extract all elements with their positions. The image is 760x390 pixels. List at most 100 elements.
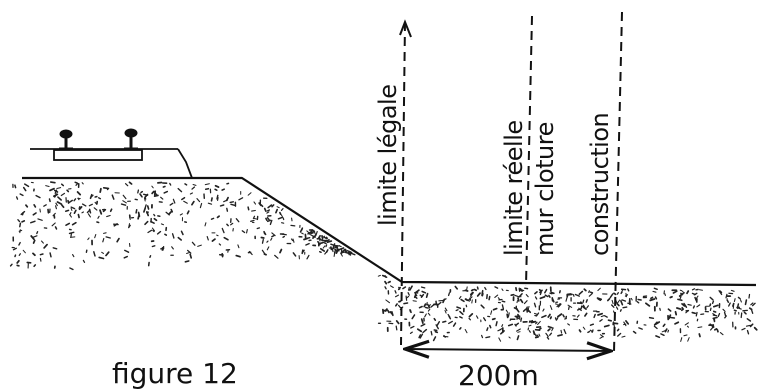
- soil-speck: [101, 251, 105, 254]
- soil-speck: [407, 292, 410, 296]
- soil-speck: [88, 208, 92, 214]
- soil-speck: [737, 296, 741, 300]
- soil-speck: [712, 314, 718, 317]
- soil-speck: [394, 290, 397, 294]
- soil-speck: [612, 321, 615, 326]
- soil-speck: [253, 201, 257, 205]
- soil-speck: [655, 335, 661, 339]
- soil-speck: [541, 314, 547, 319]
- soil-speck: [32, 212, 37, 216]
- soil-speck: [265, 217, 268, 222]
- soil-speck: [53, 189, 59, 193]
- soil-speck: [164, 233, 168, 236]
- soil-speck: [549, 332, 553, 336]
- soil-speck: [238, 197, 244, 201]
- soil-speck: [557, 334, 563, 337]
- soil-speck: [271, 234, 275, 238]
- soil-speck: [470, 288, 474, 292]
- soil-speck: [433, 317, 437, 322]
- soil-speck: [351, 252, 356, 256]
- soil-speck: [652, 290, 657, 293]
- soil-speck: [611, 299, 614, 305]
- soil-speck: [99, 209, 103, 215]
- soil-speck: [695, 311, 698, 317]
- soil-speck: [516, 335, 520, 341]
- soil-speck: [724, 315, 727, 319]
- soil-speck: [168, 211, 172, 215]
- soil-speck: [533, 331, 537, 337]
- soil-speck: [57, 196, 62, 201]
- soil-speck: [216, 194, 219, 200]
- soil-speck: [692, 305, 696, 309]
- soil-speck: [280, 207, 284, 212]
- soil-speck: [330, 243, 336, 247]
- soil-speck: [266, 211, 270, 214]
- soil-speck: [667, 308, 672, 312]
- railway-track: [30, 128, 193, 179]
- soil-speck: [436, 321, 441, 327]
- soil-speck: [501, 304, 505, 310]
- soil-speck: [9, 263, 13, 267]
- soil-speck: [301, 249, 304, 255]
- soil-speck: [420, 293, 425, 298]
- soil-speck: [177, 187, 183, 193]
- soil-speck: [515, 316, 521, 320]
- soil-speck: [585, 299, 588, 303]
- soil-speck: [96, 221, 100, 224]
- soil-speck: [725, 293, 728, 299]
- soil-speck: [523, 300, 528, 305]
- soil-speck: [677, 298, 683, 302]
- soil-speck: [22, 186, 27, 192]
- soil-speck: [494, 286, 499, 289]
- soil-speck: [261, 249, 266, 255]
- soil-speck: [56, 201, 63, 205]
- soil-speck: [16, 259, 20, 264]
- soil-speck: [49, 181, 56, 184]
- soil-speck: [509, 318, 513, 321]
- soil-speck: [520, 317, 523, 322]
- soil-speck: [586, 305, 589, 309]
- soil-speck: [693, 292, 698, 296]
- soil-speck: [578, 329, 582, 333]
- soil-speck: [406, 295, 410, 299]
- soil-speck: [443, 334, 446, 338]
- soil-speck: [93, 251, 96, 257]
- soil-speck: [660, 333, 665, 336]
- rail-right: [124, 128, 138, 151]
- soil-speck: [274, 254, 279, 259]
- soil-speck: [269, 219, 273, 226]
- soil-speck: [597, 312, 603, 316]
- soil-speck: [468, 313, 474, 318]
- soil-speck: [505, 309, 509, 313]
- soil-speck: [52, 247, 58, 250]
- soil-speck: [753, 326, 758, 331]
- soil-speck: [576, 314, 580, 318]
- soil-speck: [339, 252, 343, 257]
- soil-speck: [589, 323, 595, 326]
- soil-speck: [317, 240, 321, 246]
- soil-speck: [204, 187, 210, 190]
- soil-speck: [267, 204, 273, 209]
- soil-speck: [745, 324, 751, 327]
- soil-speck: [517, 313, 521, 319]
- soil-speck: [460, 298, 465, 303]
- soil-speck: [525, 294, 529, 298]
- soil-speck: [306, 254, 310, 260]
- soil-speck: [181, 196, 186, 201]
- soil-speck: [679, 289, 683, 292]
- soil-speck: [424, 306, 429, 309]
- soil-speck: [53, 193, 58, 198]
- soil-speck: [405, 295, 408, 301]
- soil-speck: [292, 238, 295, 243]
- soil-speck: [323, 236, 328, 240]
- soil-speck: [70, 232, 73, 238]
- soil-speck: [123, 255, 128, 259]
- soil-speck: [19, 229, 21, 234]
- label-mur-cloture: mur cloture: [531, 122, 559, 256]
- soil-speck: [339, 247, 345, 250]
- soil-speck: [204, 183, 210, 186]
- soil-speck: [597, 287, 601, 292]
- soil-speck: [241, 230, 246, 234]
- soil-speck: [709, 307, 712, 312]
- soil-speck: [89, 193, 93, 200]
